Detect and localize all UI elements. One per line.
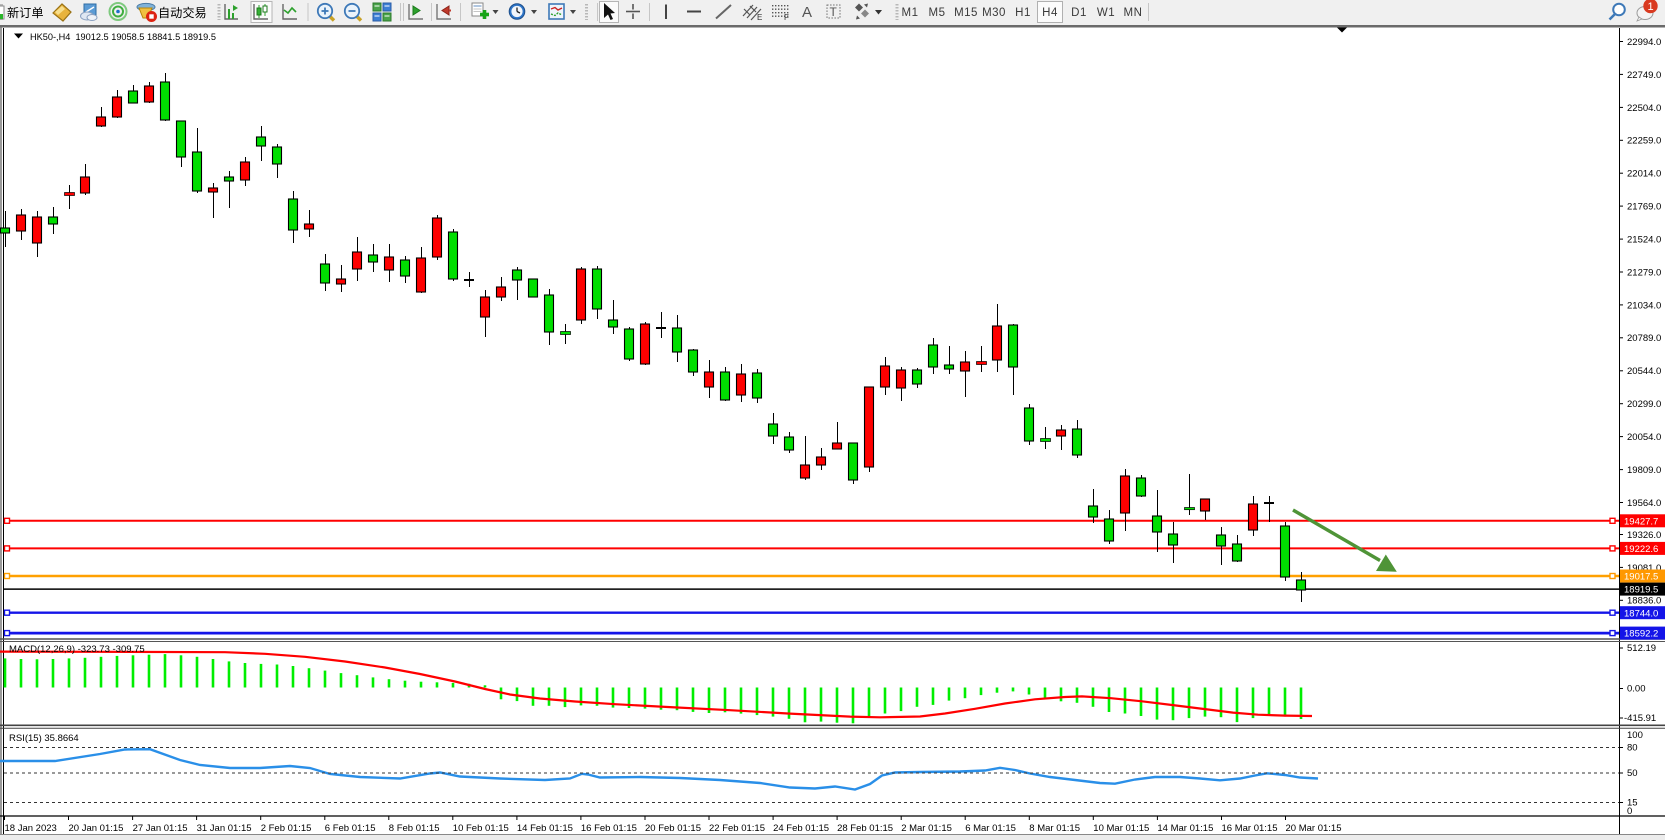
svg-text:80: 80 (1627, 743, 1638, 754)
svg-text:H4: H4 (1042, 7, 1058, 19)
svg-text:新订单: 新订单 (7, 5, 44, 20)
svg-text:A: A (802, 4, 812, 21)
svg-text:20 Feb 01:15: 20 Feb 01:15 (645, 823, 701, 834)
svg-text:19427.7: 19427.7 (1624, 516, 1658, 527)
svg-text:-415.91: -415.91 (1624, 713, 1656, 724)
svg-text:22749.0: 22749.0 (1627, 70, 1661, 81)
svg-text:D1: D1 (1071, 7, 1087, 19)
svg-text:22 Feb 01:15: 22 Feb 01:15 (709, 823, 765, 834)
svg-text:50: 50 (1627, 768, 1638, 779)
svg-text:14 Feb 01:15: 14 Feb 01:15 (517, 823, 573, 834)
svg-text:0: 0 (1627, 806, 1632, 817)
svg-text:100: 100 (1627, 730, 1643, 741)
svg-text:1: 1 (1647, 1, 1653, 13)
svg-text:M15: M15 (954, 7, 978, 19)
svg-text:E: E (757, 13, 762, 22)
svg-text:8 Mar 01:15: 8 Mar 01:15 (1029, 823, 1080, 834)
svg-text:19222.6: 19222.6 (1624, 544, 1658, 555)
svg-text:16 Mar 01:15: 16 Mar 01:15 (1222, 823, 1278, 834)
svg-text:15: 15 (1627, 798, 1638, 809)
svg-text:22259.0: 22259.0 (1627, 136, 1661, 147)
svg-text:22994.0: 22994.0 (1627, 37, 1661, 48)
svg-text:19564.0: 19564.0 (1627, 498, 1661, 509)
svg-text:8 Feb 01:15: 8 Feb 01:15 (389, 823, 440, 834)
svg-text:19809.0: 19809.0 (1627, 465, 1661, 476)
svg-text:20544.0: 20544.0 (1627, 366, 1661, 377)
svg-text:21279.0: 21279.0 (1627, 267, 1661, 278)
svg-text:MACD(12,26,9) -323.73 -309.75: MACD(12,26,9) -323.73 -309.75 (9, 644, 145, 655)
svg-text:19017.5: 19017.5 (1624, 572, 1658, 583)
svg-text:16 Feb 01:15: 16 Feb 01:15 (581, 823, 637, 834)
svg-text:18919.5: 18919.5 (1624, 585, 1658, 596)
svg-text:31 Jan 01:15: 31 Jan 01:15 (197, 823, 252, 834)
svg-text:27 Jan 01:15: 27 Jan 01:15 (133, 823, 188, 834)
svg-text:M5: M5 (929, 7, 946, 19)
svg-text:自动交易: 自动交易 (158, 5, 207, 20)
svg-text:18744.0: 18744.0 (1624, 608, 1658, 619)
svg-text:20 Jan 01:15: 20 Jan 01:15 (69, 823, 124, 834)
svg-text:19081.0: 19081.0 (1627, 563, 1661, 574)
svg-text:21524.0: 21524.0 (1627, 235, 1661, 246)
svg-text:21034.0: 21034.0 (1627, 300, 1661, 311)
svg-text:6 Mar 01:15: 6 Mar 01:15 (965, 823, 1016, 834)
svg-text:18836.0: 18836.0 (1627, 596, 1661, 607)
svg-text:512.19: 512.19 (1627, 643, 1656, 654)
svg-text:M1: M1 (902, 7, 919, 19)
svg-text:T: T (830, 5, 838, 19)
svg-text:22504.0: 22504.0 (1627, 103, 1661, 114)
svg-text:HK50-,H4 19012.5 19058.5 1884: HK50-,H4 19012.5 19058.5 18841.5 18919.5 (30, 32, 216, 42)
svg-text:MN: MN (1124, 7, 1143, 19)
svg-text:14 Mar 01:15: 14 Mar 01:15 (1157, 823, 1213, 834)
svg-text:0.00: 0.00 (1627, 684, 1646, 695)
svg-text:21769.0: 21769.0 (1627, 202, 1661, 213)
svg-text:RSI(15) 35.8664: RSI(15) 35.8664 (9, 733, 79, 744)
svg-text:M30: M30 (982, 7, 1006, 19)
svg-text:10 Mar 01:15: 10 Mar 01:15 (1093, 823, 1149, 834)
svg-text:20299.0: 20299.0 (1627, 399, 1661, 410)
svg-text:22014.0: 22014.0 (1627, 169, 1661, 180)
svg-text:10 Feb 01:15: 10 Feb 01:15 (453, 823, 509, 834)
svg-text:28 Feb 01:15: 28 Feb 01:15 (837, 823, 893, 834)
svg-text:24 Feb 01:15: 24 Feb 01:15 (773, 823, 829, 834)
svg-text:W1: W1 (1097, 7, 1115, 19)
svg-text:H1: H1 (1015, 7, 1031, 19)
svg-text:20789.0: 20789.0 (1627, 333, 1661, 344)
svg-text:F: F (784, 13, 789, 22)
svg-text:18 Jan 2023: 18 Jan 2023 (5, 823, 57, 834)
svg-text:2 Feb 01:15: 2 Feb 01:15 (261, 823, 312, 834)
svg-text:18592.2: 18592.2 (1624, 629, 1658, 640)
svg-text:19326.0: 19326.0 (1627, 530, 1661, 541)
svg-text:2 Mar 01:15: 2 Mar 01:15 (901, 823, 952, 834)
svg-text:6 Feb 01:15: 6 Feb 01:15 (325, 823, 376, 834)
svg-text:20054.0: 20054.0 (1627, 432, 1661, 443)
svg-text:20 Mar 01:15: 20 Mar 01:15 (1286, 823, 1342, 834)
